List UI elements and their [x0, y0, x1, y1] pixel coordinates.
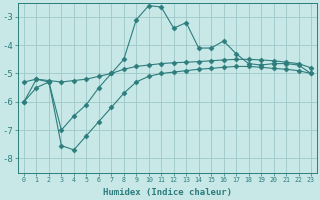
X-axis label: Humidex (Indice chaleur): Humidex (Indice chaleur) [103, 188, 232, 197]
